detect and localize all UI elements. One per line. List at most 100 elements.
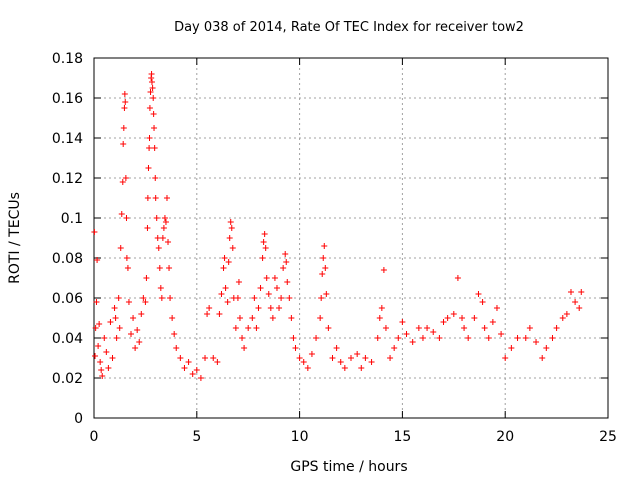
data-point xyxy=(140,295,147,301)
data-point xyxy=(162,219,169,225)
data-point xyxy=(308,351,315,357)
data-point xyxy=(578,289,585,295)
data-point xyxy=(481,325,488,331)
data-point xyxy=(444,315,451,321)
data-point xyxy=(325,325,332,331)
data-point xyxy=(171,331,178,337)
y-tick-label: 0.16 xyxy=(52,91,83,107)
data-point xyxy=(232,325,239,331)
data-point xyxy=(280,265,287,271)
data-point xyxy=(271,275,278,281)
data-point xyxy=(154,235,161,241)
data-point xyxy=(559,315,566,321)
y-tick-label: 0.06 xyxy=(52,291,83,307)
data-point xyxy=(278,295,285,301)
data-point xyxy=(111,305,118,311)
data-point xyxy=(235,279,242,285)
data-point xyxy=(380,267,387,273)
x-tick-labels: 0 5 10 15 20 25 xyxy=(90,429,617,445)
data-point xyxy=(155,245,162,251)
data-point xyxy=(115,295,122,301)
data-point xyxy=(177,355,184,361)
data-point xyxy=(193,367,200,373)
data-point xyxy=(163,195,170,201)
data-point xyxy=(317,315,324,321)
data-point xyxy=(522,335,529,341)
data-point xyxy=(263,275,270,281)
data-point xyxy=(267,305,274,311)
data-point xyxy=(261,231,268,237)
data-point xyxy=(288,315,295,321)
data-points xyxy=(91,71,585,381)
data-point xyxy=(224,299,231,305)
data-point xyxy=(329,355,336,361)
data-point xyxy=(333,345,340,351)
data-point xyxy=(376,315,383,321)
data-point xyxy=(204,311,211,317)
data-point xyxy=(117,245,124,251)
data-point xyxy=(227,219,234,225)
data-point xyxy=(94,257,101,263)
data-point xyxy=(144,225,151,231)
data-point xyxy=(269,315,276,321)
data-point xyxy=(399,319,406,325)
data-point xyxy=(138,311,145,317)
data-point xyxy=(259,255,266,261)
data-point xyxy=(362,355,369,361)
data-point xyxy=(273,285,280,291)
data-point xyxy=(156,265,163,271)
data-point xyxy=(150,95,157,101)
y-axis-label: ROTI / TECUs xyxy=(7,192,23,284)
data-point xyxy=(319,271,326,277)
data-point xyxy=(113,335,120,341)
data-point xyxy=(105,365,112,371)
x-axis-label: GPS time / hours xyxy=(290,459,407,475)
data-point xyxy=(98,367,105,373)
data-point xyxy=(454,275,461,281)
data-point xyxy=(99,373,106,379)
data-point xyxy=(92,325,99,331)
data-point xyxy=(122,175,129,181)
data-point xyxy=(459,315,466,321)
data-point xyxy=(197,375,204,381)
data-point xyxy=(318,295,325,301)
data-point xyxy=(166,265,173,271)
data-point xyxy=(153,215,160,221)
data-point xyxy=(419,335,426,341)
data-point xyxy=(92,353,99,359)
data-point xyxy=(226,235,233,241)
data-point xyxy=(125,299,132,305)
x-tick-label: 25 xyxy=(599,429,617,445)
data-point xyxy=(403,331,410,337)
data-point xyxy=(109,355,116,361)
data-point xyxy=(161,215,168,221)
data-point xyxy=(221,255,228,261)
data-point xyxy=(260,239,267,245)
data-point xyxy=(169,315,176,321)
data-point xyxy=(116,325,123,331)
data-point xyxy=(152,195,159,201)
data-point xyxy=(121,105,128,111)
data-point xyxy=(461,325,468,331)
data-point xyxy=(120,141,127,147)
data-point xyxy=(276,305,283,311)
y-tick-label: 0.08 xyxy=(52,251,83,267)
y-tick-label: 0.14 xyxy=(52,131,83,147)
data-point xyxy=(93,299,100,305)
data-point xyxy=(567,289,574,295)
data-point xyxy=(382,325,389,331)
data-point xyxy=(430,329,437,335)
data-point xyxy=(95,343,102,349)
chart-title: Day 038 of 2014, Rate Of TEC Index for r… xyxy=(174,20,524,35)
data-point xyxy=(440,319,447,325)
data-point xyxy=(173,345,180,351)
data-point xyxy=(146,105,153,111)
data-point xyxy=(436,335,443,341)
data-point xyxy=(395,335,402,341)
data-point xyxy=(202,355,209,361)
data-point xyxy=(148,71,155,77)
x-tick-label: 0 xyxy=(90,429,99,445)
y-tick-label: 0.1 xyxy=(61,211,83,227)
data-point xyxy=(210,355,217,361)
